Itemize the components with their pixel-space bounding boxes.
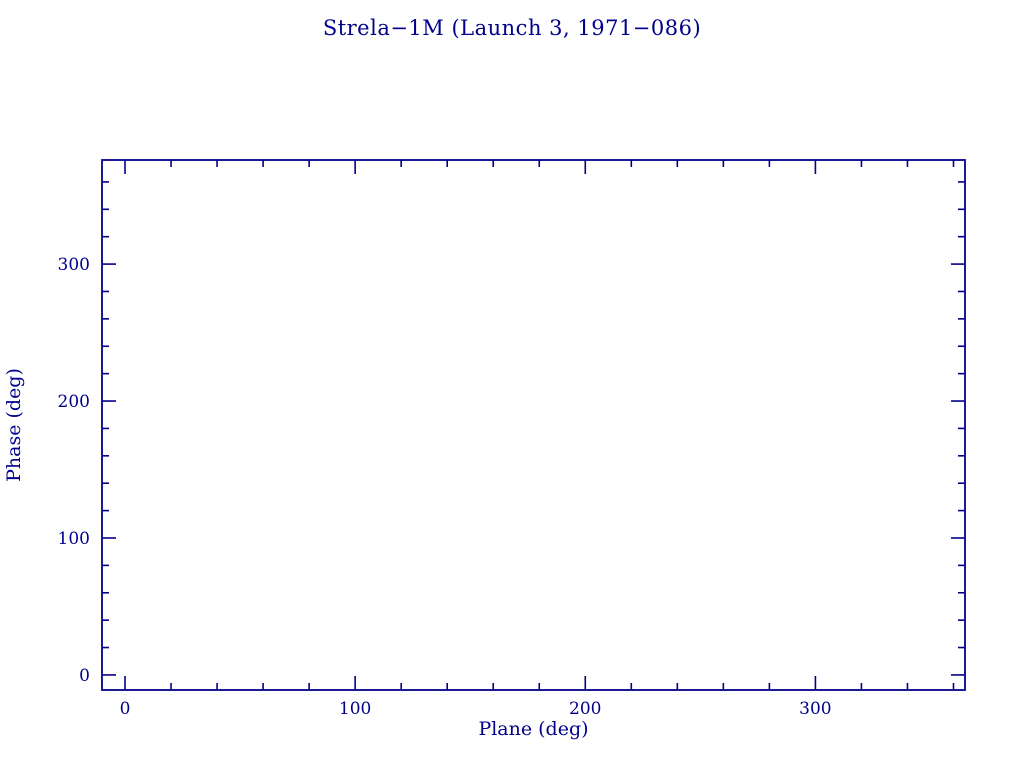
tick-label: 200: [569, 699, 601, 719]
tick-label: 0: [79, 666, 90, 686]
plot-frame: [101, 159, 966, 691]
tick-label: 100: [339, 699, 371, 719]
y-axis-label: Phase (deg): [3, 368, 25, 482]
tick-label: 0: [120, 699, 131, 719]
tick-label: 100: [58, 529, 90, 549]
tick-label: 300: [799, 699, 831, 719]
tick-label: 300: [58, 255, 90, 275]
plot-title: Strela−1M (Launch 3, 1971−086): [322, 16, 702, 40]
tick-label: 200: [58, 392, 90, 412]
x-axis-label: Plane (deg): [478, 718, 589, 740]
